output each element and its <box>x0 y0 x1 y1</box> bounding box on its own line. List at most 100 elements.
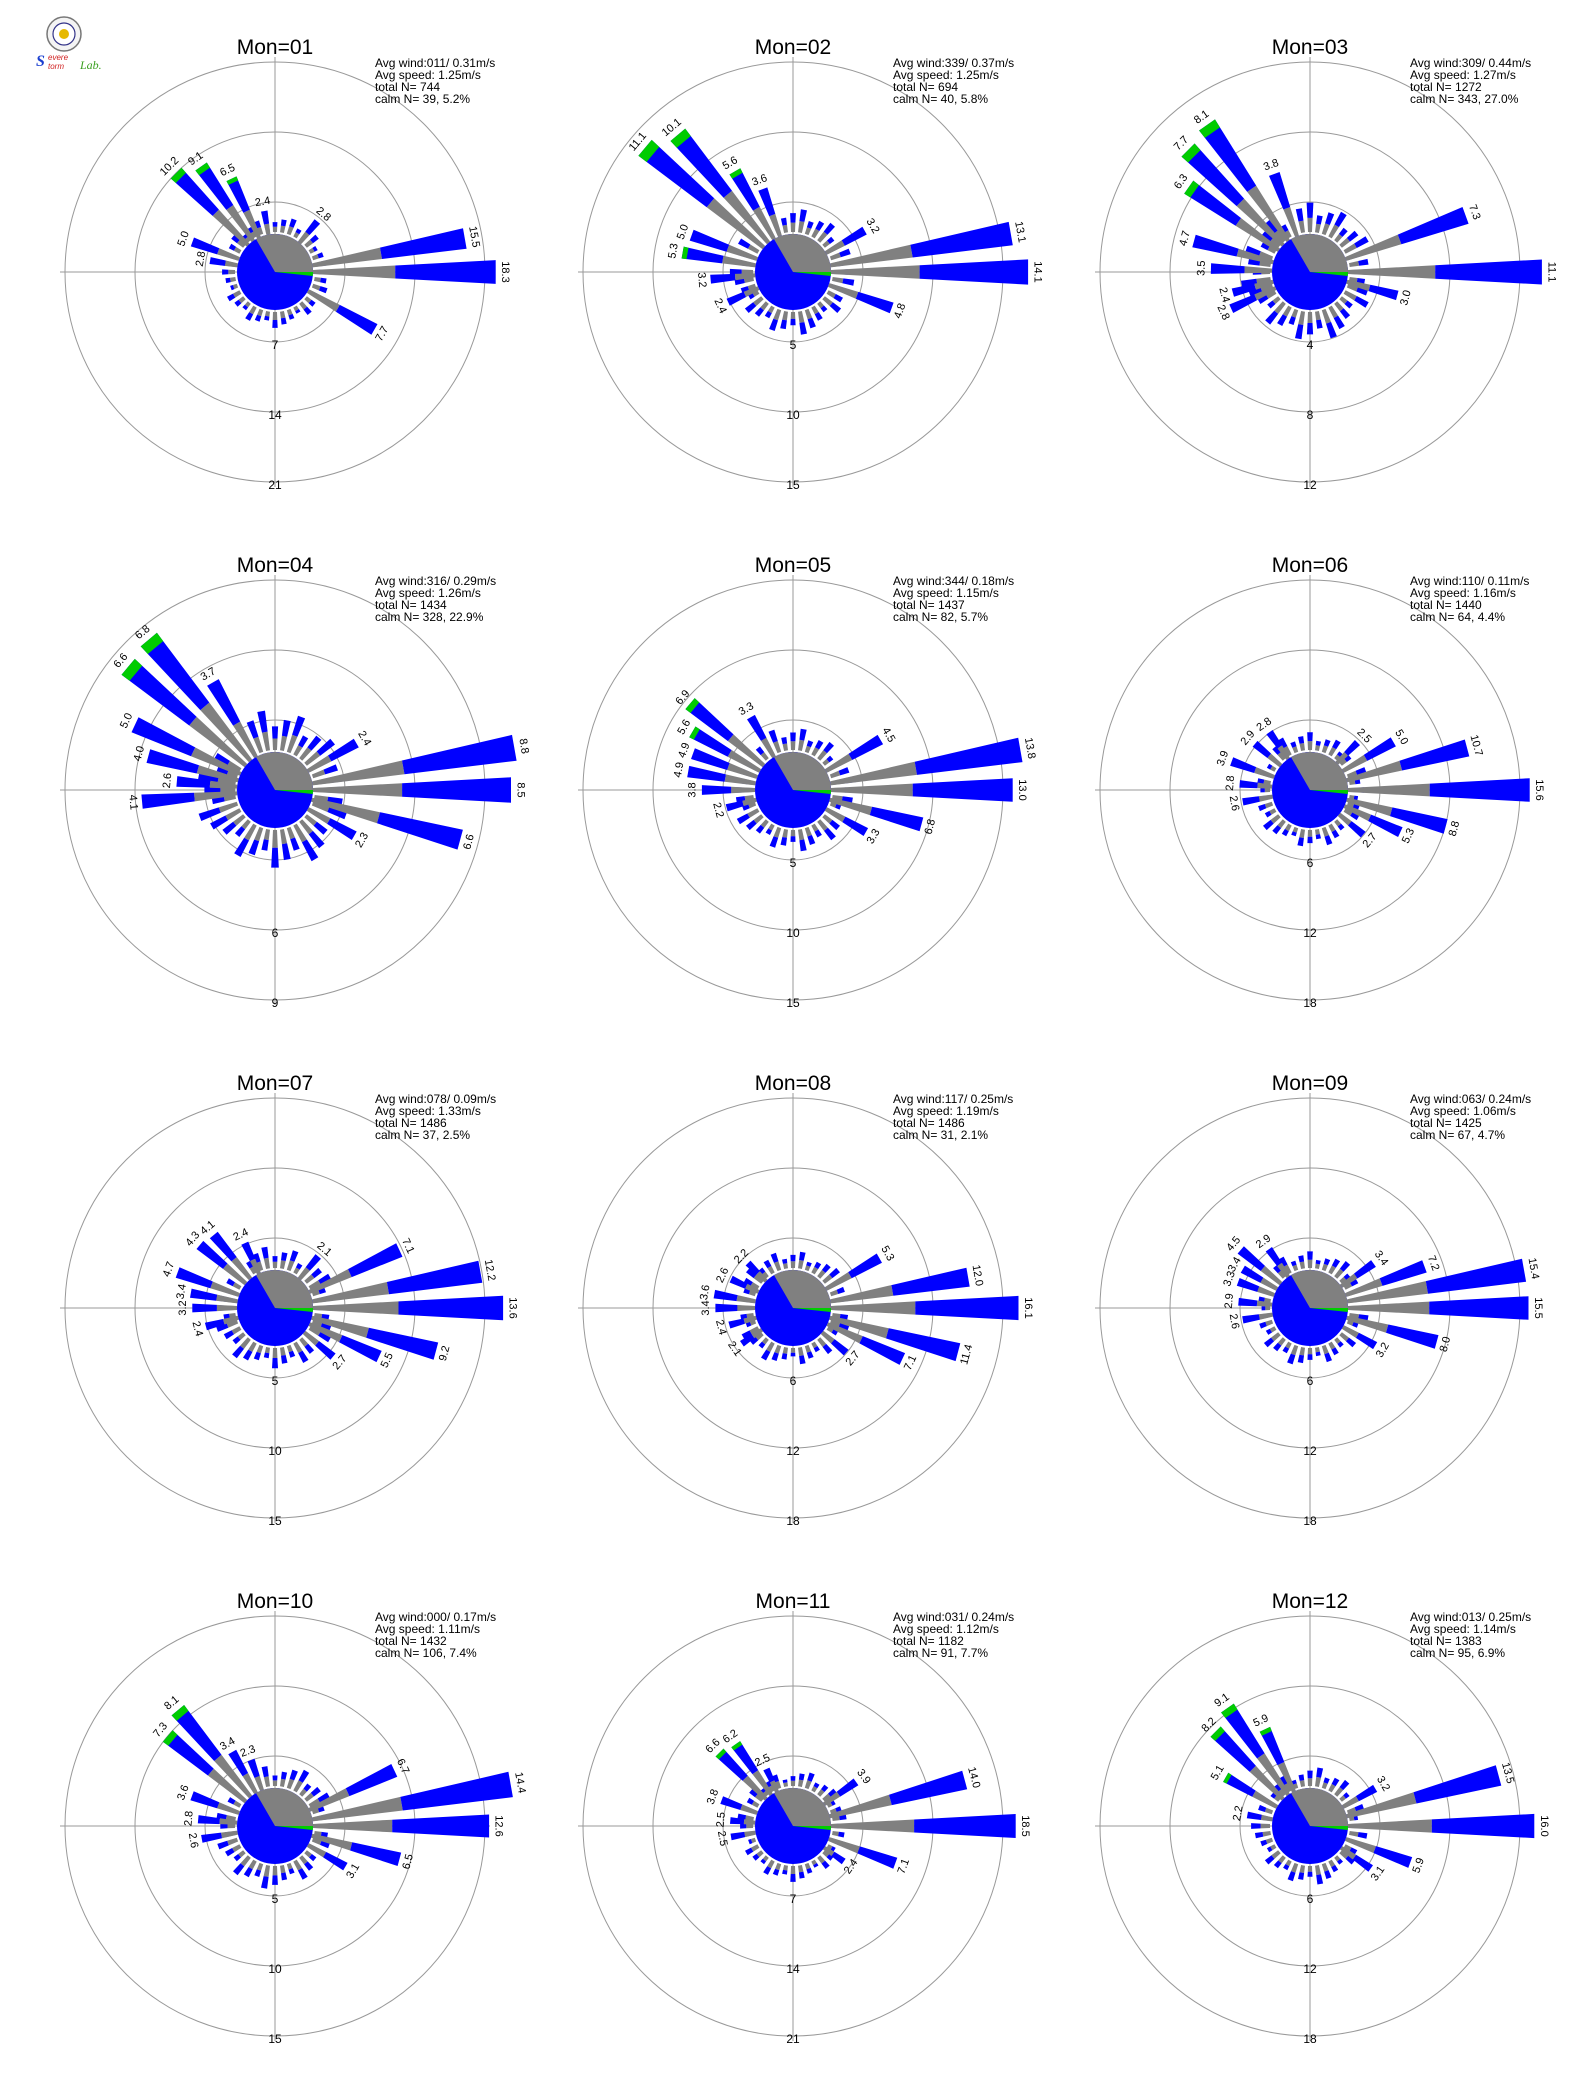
petal-gray <box>216 1294 238 1304</box>
petal-gray <box>1266 290 1277 299</box>
petal-gray <box>1236 198 1285 247</box>
petal-blue <box>689 726 732 757</box>
petal-gray <box>304 296 312 304</box>
petal-blue <box>261 1246 269 1259</box>
petal-gray <box>1292 1264 1299 1272</box>
petal-blue <box>770 1252 779 1263</box>
petal-gray <box>766 1341 775 1352</box>
petal-blue <box>780 319 787 330</box>
petal-blue <box>190 237 220 255</box>
petal-blue <box>380 228 467 259</box>
petal-blue <box>1281 828 1289 837</box>
petal-gray <box>191 747 242 776</box>
petal-gray <box>1315 1263 1320 1269</box>
petal-gray <box>286 226 294 236</box>
petal-gray <box>1263 779 1271 785</box>
petal-blue <box>281 1252 288 1261</box>
petal-blue <box>768 729 778 743</box>
stats-line: Avg speed: 1.12m/s <box>893 1622 999 1636</box>
petal-gray <box>256 1862 264 1871</box>
petal-gray <box>314 795 329 802</box>
petal-blue <box>919 259 1029 285</box>
petal-gray <box>1249 1765 1285 1801</box>
petal-gray <box>1349 1831 1359 1837</box>
petal-blue <box>207 679 241 726</box>
petal-gray <box>830 1285 894 1304</box>
petal-gray <box>756 1850 764 1858</box>
ring-label: 15 <box>786 478 800 492</box>
petal-blue <box>815 740 824 750</box>
petal-blue <box>281 1872 288 1881</box>
petal-gray <box>1349 1313 1360 1319</box>
petal-gray <box>312 1796 403 1822</box>
petal-gray <box>264 223 271 235</box>
petal-value-label: 7.2 <box>1425 1254 1442 1272</box>
petal-blue <box>814 312 823 321</box>
petal-gray <box>293 823 307 843</box>
petal-blue <box>1237 1246 1265 1271</box>
petal-value-label: 2.6 <box>1227 795 1241 812</box>
petal-gray <box>731 786 756 794</box>
petal-value-label: 3.4 <box>700 1300 712 1315</box>
petal-blue <box>745 1847 754 1856</box>
ring-label: 10 <box>786 926 800 940</box>
petal-blue <box>701 785 732 795</box>
petal-blue <box>254 220 261 229</box>
petal-gray <box>817 819 828 831</box>
calm-hub-green <box>1310 790 1348 794</box>
petal-green <box>1221 1703 1238 1718</box>
petal-blue <box>806 1261 812 1267</box>
petal-gray <box>804 1780 812 1790</box>
petal-blue <box>247 1758 260 1778</box>
petal-value-label: 9.2 <box>437 1345 453 1363</box>
petal-value-label: 2.3 <box>353 831 371 850</box>
petal-blue <box>715 1303 738 1313</box>
calm-hub-gray <box>1291 234 1348 272</box>
petal-blue <box>1287 1871 1296 1882</box>
petal-gray <box>1315 1347 1320 1353</box>
chart-title: Mon=09 <box>1272 1072 1348 1095</box>
petal-blue <box>744 302 757 313</box>
stats-line: calm N= 64, 4.4% <box>1410 610 1505 624</box>
petal-gray <box>760 752 769 761</box>
petal-blue <box>198 807 221 821</box>
petal-gray <box>1346 797 1393 817</box>
petal-gray <box>826 1844 833 1851</box>
petal-gray <box>293 1780 303 1793</box>
petal-blue <box>1350 811 1360 821</box>
petal-blue <box>234 826 246 837</box>
petal-gray <box>1291 308 1299 318</box>
petal-blue <box>176 776 211 788</box>
ring-label: 18 <box>1303 996 1317 1010</box>
petal-blue <box>1390 807 1448 834</box>
petal-gray <box>1346 760 1403 783</box>
calm-hub-green <box>1310 1826 1348 1830</box>
petal-value-label: 4.1 <box>126 794 139 810</box>
petal-blue <box>1325 212 1335 225</box>
petal-gray <box>747 283 757 291</box>
petal-blue <box>234 299 242 307</box>
petal-value-label: 2.4 <box>189 1320 205 1338</box>
petal-value-label: 9.1 <box>1212 1691 1231 1710</box>
petal-blue <box>223 1330 234 1340</box>
petal-blue <box>1287 1353 1296 1365</box>
petal-gray <box>798 311 805 323</box>
petal-value-label: 12.6 <box>492 1815 504 1836</box>
petal-blue <box>687 765 726 782</box>
ring-label: 12 <box>1303 926 1317 940</box>
petal-blue <box>691 748 730 770</box>
petal-gray <box>740 1804 758 1815</box>
petal-blue <box>246 1260 254 1269</box>
petal-gray <box>1258 1312 1273 1320</box>
petal-gray <box>824 807 846 823</box>
petal-blue <box>227 1797 236 1805</box>
petal-green <box>729 168 743 179</box>
stats-line: total N= 1182 <box>893 1634 964 1648</box>
stats-line: Avg speed: 1.16m/s <box>1410 586 1516 600</box>
petal-gray <box>822 759 830 766</box>
petal-gray <box>1259 260 1271 267</box>
petal-blue <box>311 1267 322 1279</box>
petal-gray <box>824 1272 852 1291</box>
petal-value-label: 4.7 <box>1177 230 1193 248</box>
